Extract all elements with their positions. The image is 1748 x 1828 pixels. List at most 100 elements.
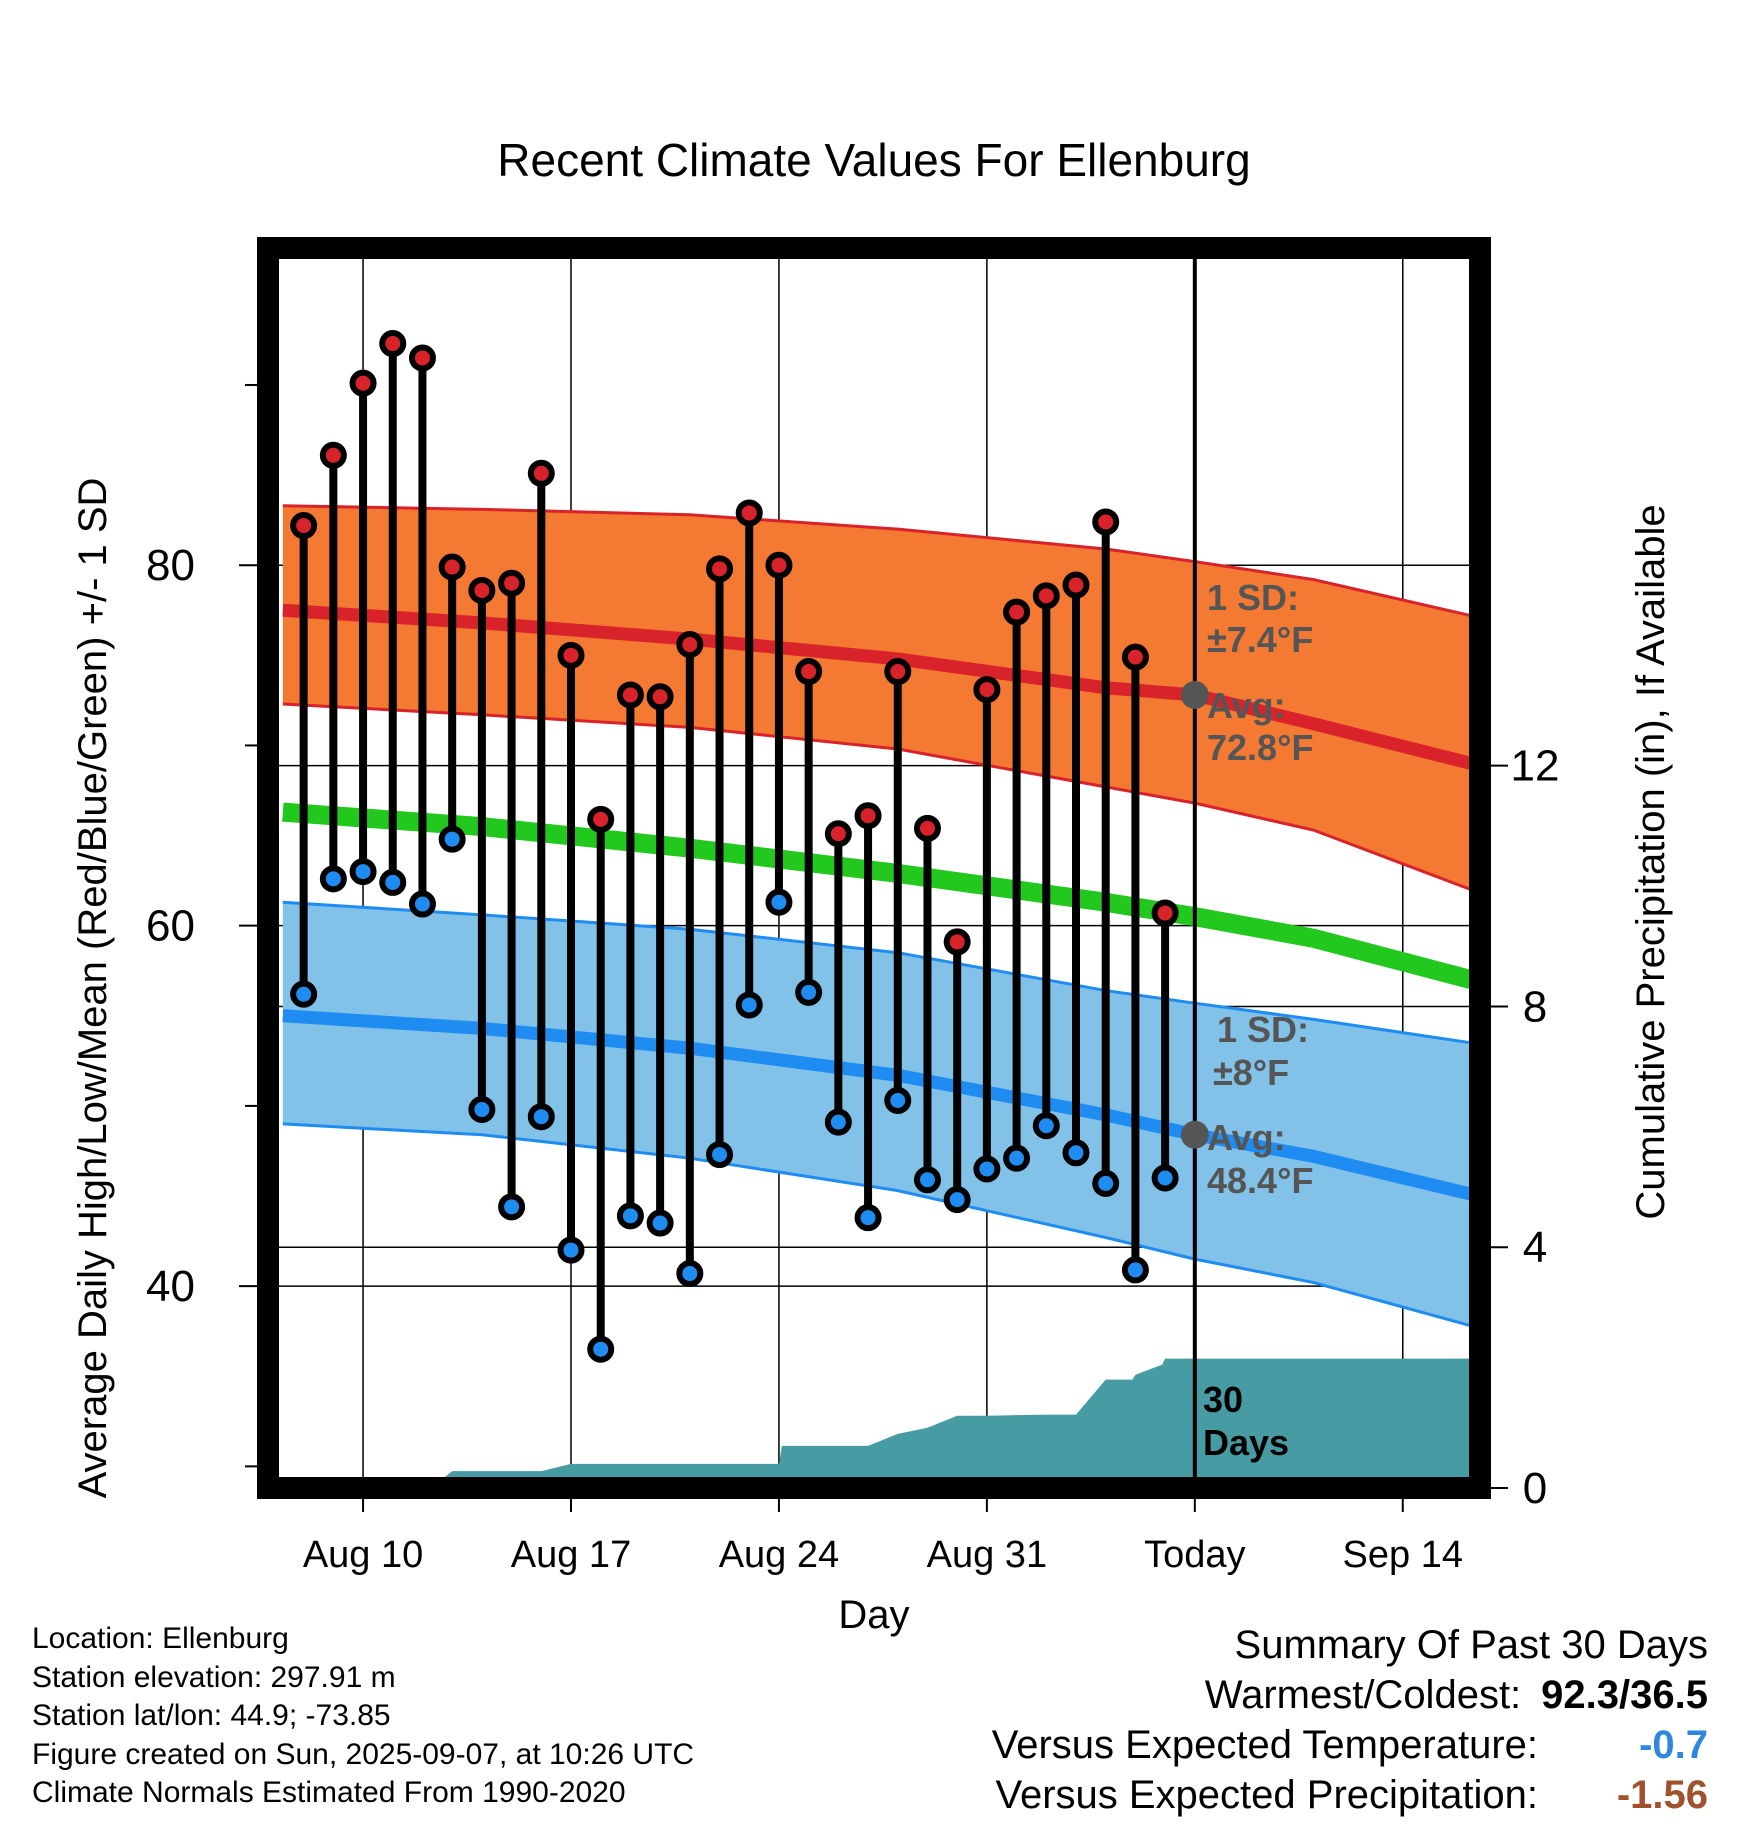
- low-average-line: [282, 1009, 1473, 1201]
- high-point: [795, 658, 823, 686]
- high-point: [943, 928, 971, 956]
- x-tick-label: Today: [1144, 1534, 1245, 1576]
- today-low-avg-dot: [1180, 1120, 1209, 1149]
- low-point: [646, 1209, 674, 1237]
- x-tick-label: Aug 10: [303, 1534, 423, 1576]
- low-point: [884, 1087, 912, 1114]
- high-point: [438, 553, 466, 581]
- high-point: [468, 576, 496, 604]
- y-axis-label-right: Cumulative Precipitation (in), If Availa…: [1629, 504, 1673, 1219]
- high-point: [379, 330, 407, 358]
- low-sd-label: 1 SD:: [1217, 1009, 1309, 1050]
- high-point: [973, 676, 1001, 704]
- high-point: [676, 631, 704, 659]
- y-tick-label-right: 8: [1523, 982, 1547, 1031]
- high-point: [913, 814, 941, 842]
- days-count-label: 30: [1203, 1379, 1243, 1420]
- high-point: [557, 641, 585, 669]
- warmest-coldest-value: 92.3/36.5: [1541, 1673, 1708, 1717]
- low-point: [587, 1335, 615, 1363]
- low-point: [1062, 1139, 1090, 1167]
- low-point: [676, 1260, 704, 1288]
- y-tick-label: 80: [146, 541, 195, 590]
- high-upper-edge: [282, 504, 1472, 618]
- x-tick-label: Aug 17: [511, 1534, 631, 1576]
- x-tick-label: Aug 31: [927, 1534, 1047, 1576]
- axes: Aug 10 Aug 17 Aug 24 Aug 31 Today Sep 1440608…: [146, 383, 1560, 1576]
- y-tick-label-right: 4: [1523, 1223, 1547, 1272]
- high-point: [616, 681, 644, 709]
- low-point: [557, 1236, 585, 1264]
- plot-frame: [257, 237, 1491, 1499]
- high-point: [1092, 508, 1120, 536]
- low-point: [1032, 1112, 1060, 1140]
- low-point: [468, 1096, 496, 1124]
- low-point: [913, 1166, 941, 1194]
- high-point: [1062, 571, 1090, 599]
- y-axis-label: Average Daily High/Low/Mean (Red/Blue/Gr…: [71, 478, 115, 1499]
- high-avg-label: Avg:: [1207, 685, 1286, 726]
- low-point: [973, 1155, 1001, 1183]
- high-avg-value: 72.8°F: [1207, 727, 1313, 768]
- x-tick-label: Sep 14: [1343, 1534, 1463, 1576]
- low-lower-edge: [282, 1122, 1472, 1328]
- high-point: [349, 369, 377, 397]
- high-point: [587, 805, 615, 833]
- warmest-coldest-label: Warmest/Coldest:: [1204, 1673, 1522, 1717]
- precip-area: [431, 1358, 1472, 1488]
- created-text: Figure created on Sun, 2025-09-07, at 10…: [32, 1737, 695, 1771]
- high-point: [408, 344, 436, 372]
- summary-precipitation: Versus Expected Precipitation: -1.56: [992, 1770, 1708, 1820]
- high-point: [498, 569, 526, 597]
- latlon-text: Station lat/lon: 44.9; -73.85: [32, 1699, 391, 1732]
- normals-text: Climate Normals Estimated From 1990-2020: [32, 1776, 626, 1809]
- high-sd-band: [282, 505, 1472, 890]
- days-word-label: Days: [1203, 1422, 1289, 1463]
- high-sd-value: ±7.4°F: [1207, 619, 1313, 660]
- low-point: [1151, 1164, 1179, 1192]
- high-point: [646, 683, 674, 711]
- summary-panel: Summary Of Past 30 Days Warmest/Coldest:…: [992, 1620, 1708, 1820]
- summary-warmest-coldest: Warmest/Coldest: 92.3/36.5: [992, 1670, 1708, 1720]
- high-average-line: [282, 603, 1473, 770]
- low-point: [498, 1193, 526, 1221]
- low-point: [408, 890, 436, 918]
- low-point: [1121, 1256, 1149, 1284]
- daily-stems: [290, 330, 1179, 1363]
- low-point: [795, 978, 823, 1006]
- x-axis-label: Day: [838, 1593, 909, 1637]
- high-point: [1121, 643, 1149, 671]
- high-point: [1032, 582, 1060, 610]
- station-info: Location: Ellenburg Station elevation: 2…: [32, 1620, 694, 1813]
- high-point: [735, 499, 763, 527]
- high-point: [1151, 899, 1179, 927]
- low-point: [349, 858, 377, 886]
- low-point: [735, 991, 763, 1019]
- precip-versus-label: Versus Expected Precipitation:: [995, 1773, 1538, 1817]
- low-point: [616, 1202, 644, 1230]
- low-point: [290, 980, 318, 1008]
- mean-line: [282, 802, 1474, 989]
- normal-bands: [282, 504, 1474, 1328]
- chart-title: Recent Climate Values For Ellenburg: [497, 134, 1250, 186]
- high-point: [706, 555, 734, 583]
- y-tick-label-right: 12: [1511, 742, 1560, 791]
- plot-border: [257, 237, 1491, 1499]
- low-point: [319, 865, 347, 893]
- high-point: [854, 802, 882, 830]
- low-point: [943, 1186, 971, 1214]
- low-point: [824, 1108, 852, 1136]
- low-point: [1003, 1144, 1031, 1172]
- low-avg-value: 48.4°F: [1207, 1160, 1313, 1201]
- y-tick-label-right: 0: [1523, 1464, 1547, 1513]
- low-point: [527, 1103, 555, 1131]
- summary-title: Summary Of Past 30 Days: [1234, 1623, 1708, 1667]
- low-point: [854, 1204, 882, 1232]
- low-point: [765, 888, 793, 916]
- high-point: [290, 512, 318, 540]
- high-point: [765, 551, 793, 579]
- low-upper-edge: [282, 900, 1472, 1045]
- high-point: [824, 820, 852, 848]
